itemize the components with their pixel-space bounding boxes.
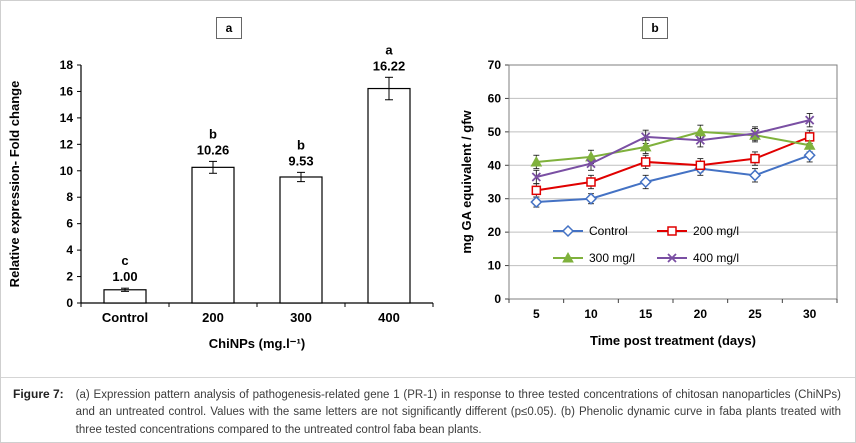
bar-value-label: 10.26	[197, 142, 230, 157]
bar-value-label: 9.53	[288, 153, 313, 168]
marker-square	[667, 226, 677, 236]
marker-x	[641, 132, 651, 142]
marker-triangle	[530, 155, 543, 167]
significance-letter: c	[121, 253, 128, 268]
x-category-label: 400	[378, 310, 400, 325]
series-line-200-mg-l	[536, 135, 811, 192]
marker-triangle	[562, 251, 574, 263]
x-axis-title: Time post treatment (days)	[590, 333, 756, 348]
marker-x	[586, 158, 596, 169]
y-tick-label: 60	[488, 91, 502, 105]
y-tick-label: 20	[488, 225, 502, 239]
y-tick-label: 18	[60, 58, 74, 72]
y-tick-label: 8	[66, 190, 73, 204]
x-axis-title: ChiNPs (mg.l⁻¹)	[209, 336, 305, 351]
bar-200	[191, 166, 235, 304]
y-tick-label: 40	[488, 158, 502, 172]
marker-diamond	[561, 224, 575, 238]
series-line-control	[536, 154, 811, 204]
panel-b: b 0 10 20 30 40 50 60 70 5 10 15 20 25 30 Control 200 m…	[457, 3, 853, 377]
y-tick-label: 0	[66, 296, 73, 310]
y-tick-label: 0	[494, 292, 501, 306]
legend-label: 200 mg/l	[693, 224, 739, 238]
x-tick-label: 20	[694, 307, 708, 321]
marker-triangle	[585, 150, 597, 162]
y-tick-label: 16	[60, 84, 74, 98]
marker-square	[695, 160, 706, 171]
marker-square	[531, 185, 542, 196]
x-tick-label: 15	[639, 307, 653, 321]
legend-label: Control	[589, 224, 628, 238]
panel-b-label: b	[642, 17, 668, 39]
x-tick-label: 30	[803, 307, 817, 321]
significance-letter: b	[209, 126, 217, 141]
y-tick-label: 2	[66, 270, 73, 284]
bar-value-label: 16.22	[373, 58, 406, 73]
y-tick-label: 12	[60, 137, 74, 151]
series-line-300-mg-l	[536, 130, 810, 163]
marker-diamond	[584, 192, 598, 205]
caption-label: Figure 7:	[13, 387, 64, 401]
legend-label: 300 mg/l	[589, 251, 635, 265]
y-tick-label: 10	[488, 259, 502, 273]
marker-x	[805, 115, 815, 125]
y-tick-label: 10	[60, 164, 74, 178]
bar-400	[367, 87, 411, 304]
caption-text: (a) Expression pattern analysis of patho…	[75, 389, 841, 436]
y-axis-title: mg GA equivalent / gfw	[459, 109, 474, 253]
y-axis-title: Relative expression- Fold change	[7, 81, 22, 288]
marker-x	[750, 128, 760, 139]
y-tick-label: 50	[488, 125, 502, 139]
marker-diamond	[748, 169, 762, 182]
figure-caption: Figure 7: (a) Expression pattern analysi…	[1, 377, 855, 442]
y-tick-label: 30	[488, 192, 502, 206]
significance-letter: a	[385, 42, 393, 57]
marker-square	[640, 157, 651, 167]
marker-diamond	[530, 195, 543, 209]
marker-diamond	[639, 175, 652, 189]
bar-chart-panel-a: 0246810121416181.00cControl10.26b2009.53…	[7, 42, 434, 351]
charts-row: a 0 2 4 6 8 10 12 14 16 18 1.00 c Control 10.26 b 200 9.…	[1, 1, 855, 377]
line-chart-panel-b: 0 10 20 30 40 50 60 70 5 10 15 20 25 30 Control 200 mg/…	[459, 58, 838, 348]
marker-x	[695, 135, 705, 145]
marker-x	[667, 253, 677, 263]
panel-a-label: a	[216, 17, 242, 39]
y-tick-label: 70	[488, 58, 502, 72]
bar-300	[279, 176, 323, 304]
marker-triangle	[694, 125, 707, 137]
y-tick-label: 14	[60, 111, 74, 125]
y-tick-label: 6	[66, 217, 73, 231]
marker-triangle	[803, 139, 816, 150]
marker-square	[586, 177, 596, 187]
x-category-label: Control	[102, 310, 148, 325]
x-tick-label: 5	[533, 307, 540, 321]
marker-x	[531, 172, 541, 182]
marker-diamond	[803, 149, 816, 162]
x-category-label: 200	[202, 310, 224, 325]
plot-border	[508, 64, 838, 300]
x-tick-label: 10	[584, 307, 598, 321]
y-tick-label: 4	[66, 243, 73, 257]
legend-label: 400 mg/l	[693, 251, 739, 265]
x-tick-label: 25	[748, 307, 762, 321]
marker-triangle	[639, 140, 652, 152]
panel-a: a 0 2 4 6 8 10 12 14 16 18 1.00 c Control 10.26 b 200 9.…	[1, 3, 457, 377]
series-line-400-mg-l	[536, 119, 810, 178]
x-category-label: 300	[290, 310, 312, 325]
bar-value-label: 1.00	[112, 269, 137, 284]
significance-letter: b	[297, 137, 305, 152]
marker-square	[750, 153, 760, 164]
